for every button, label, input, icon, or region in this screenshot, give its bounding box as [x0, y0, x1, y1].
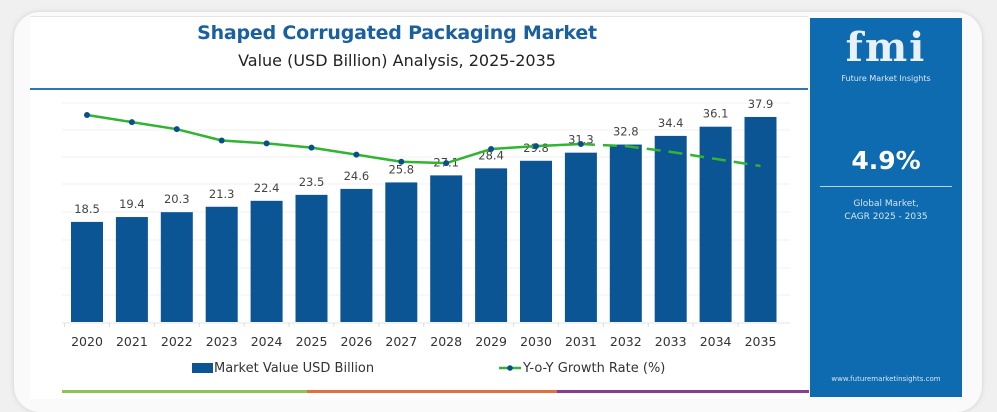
bar-label-2024: 22.4: [254, 181, 280, 195]
growth-point-2029: [488, 146, 495, 152]
growth-line-solid: [86, 113, 581, 165]
footer-strip-purple: [557, 390, 809, 393]
bar-2034: [699, 126, 732, 322]
bar-2024: [250, 200, 283, 322]
bar-2031: [564, 152, 597, 322]
legend-swatch-growth-marker: [507, 365, 513, 371]
legend: Market Value USD Billion Y-o-Y Growth Ra…: [192, 361, 665, 376]
growth-point-2028: [443, 160, 450, 167]
x-tick-label-2022: 2022: [161, 334, 193, 349]
chart-subtitle: Value (USD Billion) Analysis, 2025-2035: [238, 51, 556, 70]
x-tick-label-2035: 2035: [745, 334, 777, 349]
chart-svg: 18.519.420.321.322.423.524.625.827.128.4…: [62, 97, 790, 376]
bar-label-2027: 25.8: [388, 162, 414, 176]
bar-2025: [295, 194, 328, 322]
bar-2028: [430, 175, 463, 322]
bar-label-2032: 32.8: [613, 125, 639, 139]
bar-2020: [71, 221, 103, 322]
x-tick-label-2024: 2024: [251, 334, 283, 349]
x-tick-label-2032: 2032: [610, 334, 642, 349]
fmi-logo-subtitle: Future Market Insights: [841, 74, 931, 83]
x-tick-label-2031: 2031: [565, 334, 597, 349]
x-tick-label-2023: 2023: [206, 334, 238, 349]
x-tick-label-2029: 2029: [475, 334, 507, 349]
bar-2033: [654, 135, 687, 322]
x-tick-label-2030: 2030: [520, 334, 552, 349]
bar-label-2033: 34.4: [658, 116, 684, 130]
legend-label-growth: Y-o-Y Growth Rate (%): [522, 361, 665, 376]
footer-strip-green: [62, 390, 307, 393]
bar-data-labels: 18.519.420.321.322.423.524.625.827.128.4…: [74, 97, 773, 216]
x-tick-label-2020: 2020: [71, 334, 103, 349]
growth-line-series: [84, 112, 761, 168]
chart-title: Shaped Corrugated Packaging Market: [197, 22, 597, 44]
growth-point-2022: [173, 126, 180, 133]
growth-point-2031: [577, 141, 584, 148]
growth-point-2023: [218, 137, 225, 144]
x-tick-label-2028: 2028: [430, 334, 462, 349]
footer-strip-orange: [307, 390, 557, 393]
x-tick-label-2021: 2021: [116, 334, 148, 349]
growth-point-2027: [398, 158, 405, 165]
legend-label-market-value: Market Value USD Billion: [214, 361, 374, 376]
bar-2023: [205, 206, 238, 322]
bar-2021: [115, 217, 148, 322]
growth-point-2026: [353, 151, 360, 158]
growth-point-2030: [533, 143, 539, 150]
bar-label-2025: 23.5: [299, 175, 325, 189]
bar-label-2022: 20.3: [164, 192, 190, 206]
fmi-sidebar: fmi Future Market Insights 4.9% Global M…: [810, 18, 962, 397]
bar-2030: [520, 160, 552, 322]
growth-point-2024: [263, 140, 270, 147]
bar-label-2026: 24.6: [344, 169, 370, 183]
x-tick-label-2033: 2033: [655, 334, 687, 349]
bar-2027: [385, 182, 418, 322]
cagr-label-line2: CAGR 2025 - 2035: [844, 212, 928, 222]
cagr-value: 4.9%: [851, 146, 921, 175]
cagr-label: Global Market, CAGR 2025 - 2035: [810, 198, 962, 224]
growth-point-2025: [308, 144, 315, 151]
x-tick-label-2026: 2026: [340, 334, 372, 349]
bar-2032: [609, 144, 642, 322]
growth-line-dashed: [580, 142, 761, 168]
bar-series: [71, 116, 777, 322]
x-axis-ticks: 2020 2021 2022 2023 2024 2025 2026 2027 2028 2029…: [64, 323, 777, 349]
cagr-label-line1: Global Market,: [853, 199, 919, 209]
bar-label-2035: 37.9: [748, 97, 774, 111]
bar-label-2023: 21.3: [209, 187, 235, 201]
bar-2029: [475, 168, 508, 322]
header-divider: [30, 88, 808, 90]
growth-point-2020: [84, 112, 90, 118]
x-tick-label-2034: 2034: [700, 334, 732, 349]
bar-2026: [340, 188, 373, 322]
x-tick-label-2027: 2027: [385, 334, 417, 349]
cagr-divider: [820, 186, 952, 187]
growth-point-2021: [128, 119, 135, 126]
bar-label-2020: 18.5: [74, 202, 100, 216]
bar-2035: [744, 116, 777, 322]
bar-label-2034: 36.1: [703, 107, 729, 121]
bar-2022: [160, 212, 193, 322]
website-link[interactable]: www.futuremarketinsights.com: [831, 375, 941, 383]
fmi-logo: fmi: [845, 24, 927, 71]
legend-swatch-market-value: [192, 363, 213, 373]
bar-label-2021: 19.4: [119, 197, 145, 211]
x-tick-label-2025: 2025: [296, 334, 328, 349]
